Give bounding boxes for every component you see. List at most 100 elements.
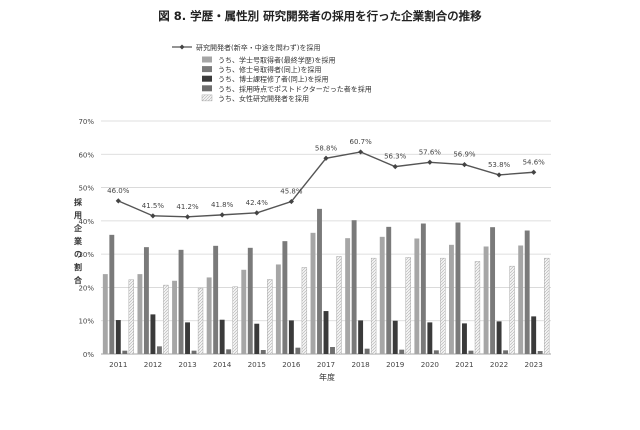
line-data-label: 45.8% [280,188,303,196]
x-tick-label: 2014 [213,360,232,369]
y-axis-label-text: 採用企業の割合 [73,197,83,285]
bar-1 [275,264,281,354]
line-point [461,162,468,168]
line-point [288,198,294,205]
bar-5 [128,279,134,355]
bar-3 [427,322,433,354]
y-tick-label: 60% [78,151,94,159]
line-data-label: 56.3% [384,153,407,161]
bar-5 [544,257,550,355]
bar-5 [370,257,377,355]
bars [102,208,550,355]
legend-label: 研究開発者(新卒・中途を問わず)を採用 [196,43,320,52]
legend-label: うち、女性研究開発者を採用 [218,94,309,103]
legend-swatch [202,75,212,82]
y-tick-label: 50% [78,185,94,193]
bar-2 [420,223,426,354]
bar-3 [531,316,537,354]
line-data-label: 57.6% [419,148,442,156]
bar-3 [358,320,364,354]
x-tick-label: 2012 [144,360,162,369]
bar-3 [392,320,398,354]
y-tick-label: 10% [78,318,94,326]
line-point [531,169,537,175]
bar-5 [163,284,169,355]
line-data-label: 58.8% [315,144,338,152]
bar-5 [440,257,446,355]
x-tick-label: 2015 [248,360,266,369]
x-tick-label: 2013 [178,360,196,369]
bar-4 [226,349,232,354]
legend-label: うち、修士号取得者(同上)を採用 [218,65,321,74]
line-point [219,212,225,218]
x-tick-label: 2011 [109,360,127,369]
bar-1 [449,244,454,354]
line-point [115,198,121,204]
bar-3 [150,314,156,354]
line-data-label: 54.6% [523,158,546,166]
bar-5 [301,267,308,355]
bar-3 [323,311,329,354]
line-data-label: 41.8% [211,201,234,209]
x-tick-label: 2022 [490,360,508,369]
legend-label: うち、学士号取得者(最終学歴)を採用 [218,56,335,65]
line-data-label: 46.0% [107,187,130,195]
x-tick-label: 2020 [421,360,440,369]
bar-2 [109,234,115,354]
bar-2 [178,249,184,354]
bar-5 [197,287,204,355]
y-tick-label: 70% [78,118,94,126]
x-tick-label: 2019 [386,360,405,369]
legend-line-marker [179,44,185,50]
legend-label: うち、博士課程修了者(同上)を採用 [218,75,328,84]
line-point [150,213,156,219]
x-tick-label: 2017 [317,360,335,369]
x-tick-label: 2018 [351,360,370,369]
y-tick-label: 0% [83,351,94,359]
bar-5 [509,265,515,355]
line-data-label: 56.9% [453,151,476,159]
legend-swatch [202,56,212,63]
bar-1 [102,274,108,354]
bar-2 [213,245,219,354]
bar-1 [483,246,489,354]
bar-1 [172,280,177,354]
bar-2 [317,208,322,354]
y-axis-label: 採用企業の割合 [73,197,83,285]
bar-4 [537,351,543,354]
bar-1 [414,238,420,354]
y-tick-label: 40% [78,218,94,226]
chart-title: 図 8. 学歴・属性別 研究開発者の採用を行った企業割合の推移 [158,9,482,23]
line-data-label: 41.5% [142,202,165,210]
line-point [358,149,364,155]
bar-4 [156,346,162,354]
bar-1 [379,236,385,354]
x-tick-label: 2023 [525,360,543,369]
bar-5 [405,257,411,355]
line-series: 46.0% 41.5% 41.2% 41.8% 42.4% 45.8% 58.8% 60.7%… [107,138,545,220]
bar-5 [267,279,273,355]
bar-5 [474,261,481,355]
bar-2 [247,247,253,354]
bar-4 [399,349,405,354]
bar-3 [496,321,502,354]
bar-2 [386,226,392,354]
bar-3 [115,320,121,354]
legend-swatch [201,94,213,102]
line-data-label: 53.8% [488,161,511,169]
bar-1 [310,232,316,354]
bar-2 [282,241,288,354]
bar-1 [206,277,212,354]
bar-2 [351,220,357,354]
line-point [323,155,329,161]
bar-4 [364,348,370,354]
line-data-label: 60.7% [349,138,372,146]
line-point [254,210,260,216]
x-tick-label: 2021 [455,360,473,369]
line-point [427,159,433,165]
bar-2 [143,247,149,354]
legend-label: うち、採用時点でポストドクターだった者を採用 [218,84,372,93]
bar-4 [433,350,439,354]
